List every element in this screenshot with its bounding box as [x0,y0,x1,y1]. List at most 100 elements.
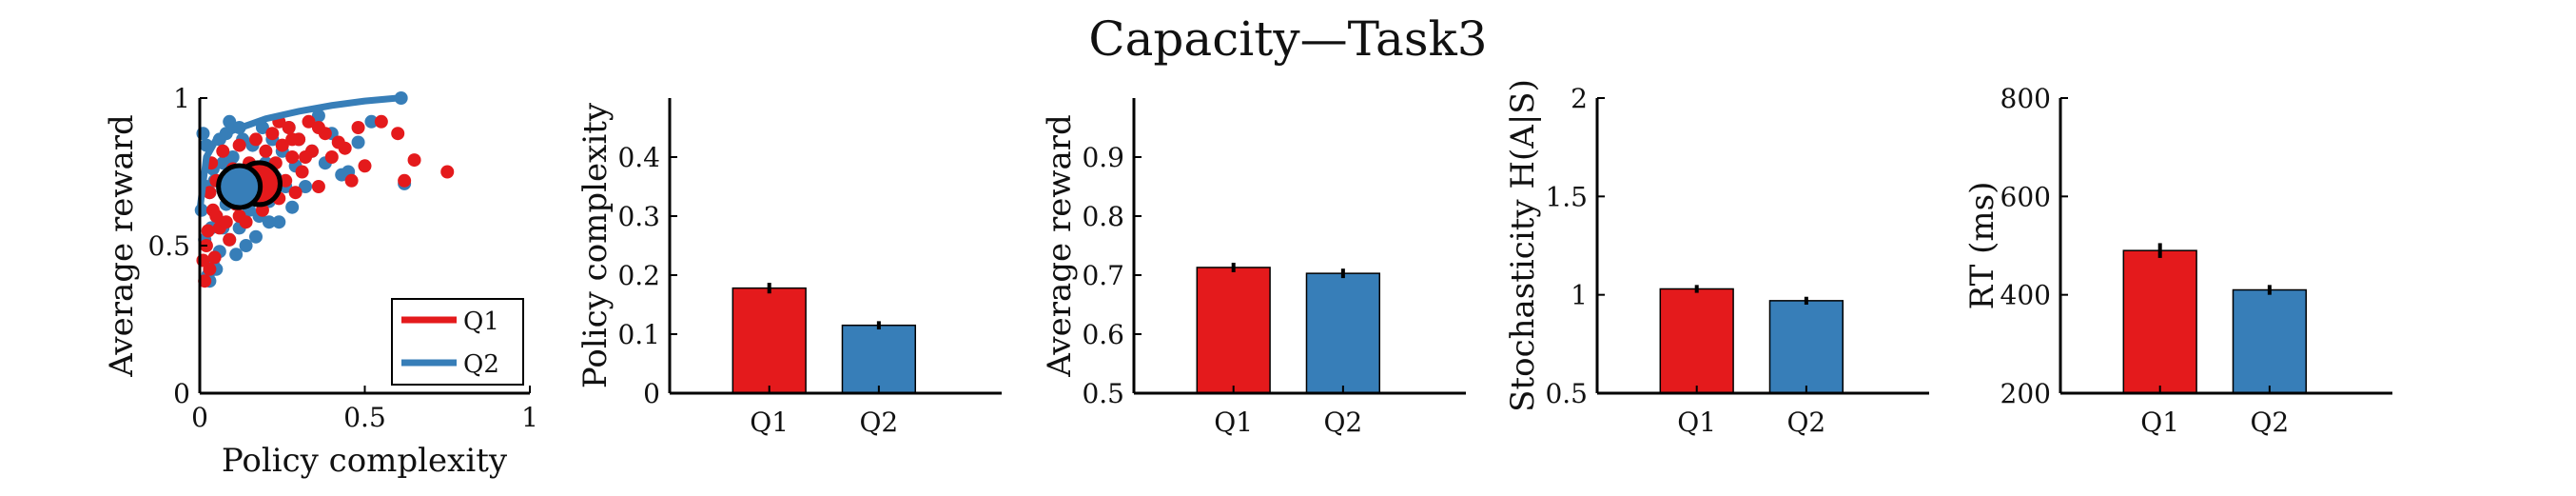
scatter-point-q2-2 [364,114,379,129]
scatter-point-q2-8 [311,109,325,123]
bar-rt-q1 [2122,249,2197,394]
legend-q1-label: Q1 [463,308,499,336]
bar-rt-q2 [2232,288,2308,394]
y-tick-label-stochasticity-0: 0.5 [1545,378,1588,409]
x-tick-label-average-reward-q1: Q1 [1214,407,1253,438]
scatter-point-q1-2 [398,173,412,188]
scatter-point-q1-51 [209,209,224,223]
scatter-point-q1-15 [295,165,309,179]
scatter-point-q1-26 [259,144,273,158]
bar-average-reward-q2 [1305,272,1381,394]
scatter-y-axis-label: Average reward [103,114,141,378]
y-tick-label-policy-complexity-4: 0.4 [617,142,660,173]
scatter-x-axis-label: Policy complexity [222,442,508,480]
bar-policy-complexity-q2 [841,324,917,394]
scatter-point-q1-39 [216,144,230,158]
bar-panel-stochasticity-y-label: Stochasticity H(A|S) [1504,79,1542,412]
scatter-point-q2-48 [229,248,244,262]
figure-title: Capacity—Task3 [1088,11,1487,67]
y-tick-label-rt-1: 400 [2000,280,2051,311]
scatter-point-q1-3 [391,127,405,141]
bar-panel-policy-complexity-y-label: Policy complexity [576,102,615,388]
scatter-point-q1-4 [374,114,388,129]
x-tick-label-rt-q1: Q1 [2140,407,2179,438]
scatter-point-q2-10 [299,180,313,193]
x-tick-label-stochasticity-q1: Q1 [1677,407,1716,438]
bar-panel-rt-y-label: RT (ms) [1963,182,2001,310]
scatter-point-q1-57 [285,132,300,147]
scatter-panel: 0 0.5 1 00.51 Policy complexity Average re… [103,83,538,480]
scatter-y-tick-label-2: 1 [173,83,190,114]
y-tick-label-stochasticity-2: 1.5 [1545,181,1588,212]
x-tick-label-stochasticity-q2: Q2 [1786,407,1825,438]
scatter-x-ticks: 0 0.5 1 [191,386,538,433]
bar-stochasticity-q1 [1659,288,1734,394]
scatter-point-q1-52 [219,215,233,229]
bar-stochasticity-q2 [1768,300,1844,394]
x-tick-label-average-reward-q2: Q2 [1323,407,1362,438]
y-tick-label-stochasticity-1: 1 [1571,280,1588,311]
scatter-point-q1-7 [344,173,359,188]
scatter-point-q1-18 [285,150,300,164]
bar-panel-rt: RT (ms) Q1 Q2 200 400 600 800 [1963,83,2392,438]
scatter-point-q1-9 [331,135,345,149]
scatter-point-q1-37 [223,232,237,247]
y-tick-label-average-reward-2: 0.7 [1082,260,1124,291]
scatter-point-q1-29 [248,132,263,147]
scatter-point-q2-49 [239,239,253,252]
scatter-point-q2-17 [272,215,286,229]
scatter-point-q1-34 [232,138,246,152]
scatter-legend: Q1 Q2 [391,298,524,386]
scatter-point-q1-19 [282,121,296,134]
scatter-point-q1-0 [440,165,455,179]
scatter-point-q2-47 [223,114,237,129]
bar-policy-complexity-q1 [732,287,807,394]
y-tick-label-stochasticity-3: 2 [1571,83,1588,114]
scatter-x-tick-label-2: 1 [521,402,538,433]
y-tick-label-rt-0: 200 [2000,378,2051,409]
y-tick-label-policy-complexity-3: 0.3 [617,201,660,232]
scatter-fit-line [196,94,399,211]
legend-q2-label: Q2 [463,350,499,379]
scatter-point-q1-1 [407,153,421,168]
y-tick-label-policy-complexity-0: 0 [643,378,660,409]
scatter-point-q1-21 [275,138,289,152]
scatter-point-q1-24 [265,127,280,141]
scatter-point-q2-13 [285,200,300,214]
scatter-point-q2-5 [335,168,349,182]
scatter-y-tick-label-1: 0.5 [147,230,190,262]
scatter-point-q2-51 [262,215,276,229]
y-tick-label-policy-complexity-2: 0.2 [617,260,660,291]
scatter-point-q1-58 [299,150,313,164]
scatter-point-q1-53 [232,209,246,223]
scatter-legend-box [391,298,524,386]
scatter-x-tick-label-1: 0.5 [343,402,386,433]
y-tick-label-average-reward-1: 0.6 [1082,319,1124,350]
scatter-point-q1-17 [288,186,302,200]
bar-panel-average-reward: Average reward Q1 Q2 0.5 0.6 0.7 0.8 0.9 [1041,98,1466,438]
bar-average-reward-q1 [1196,267,1271,394]
scatter-point-q1-5 [358,159,372,173]
scatter-point-q2-34 [216,156,230,170]
bar-panel-stochasticity: Stochasticity H(A|S) Q1 Q2 0.5 1 1.5 2 [1504,79,1929,438]
scatter-point-q1-42 [207,250,222,265]
scatter-point-q1-59 [311,121,325,134]
y-tick-label-average-reward-3: 0.8 [1082,201,1124,232]
scatter-y-ticks: 00.51 [147,83,207,409]
scatter-point-q1-12 [311,180,325,193]
y-tick-label-average-reward-4: 0.9 [1082,142,1124,173]
x-tick-label-rt-q2: Q2 [2250,407,2289,438]
scatter-x-tick-label-0: 0 [191,402,208,433]
x-tick-label-policy-complexity-q1: Q1 [750,407,789,438]
scatter-point-q1-10 [324,150,339,164]
scatter-point-q1-14 [302,114,316,129]
scatter-q1-points [196,114,455,288]
scatter-point-q1-6 [351,121,365,134]
scatter-point-q2-3 [351,135,365,149]
y-tick-label-average-reward-0: 0.5 [1082,378,1124,409]
scatter-y-tick-label-0: 0 [173,378,190,409]
scatter-point-q2-50 [248,229,263,244]
y-tick-label-policy-complexity-1: 0.1 [617,319,660,350]
scatter-point-q1-48 [198,274,212,288]
